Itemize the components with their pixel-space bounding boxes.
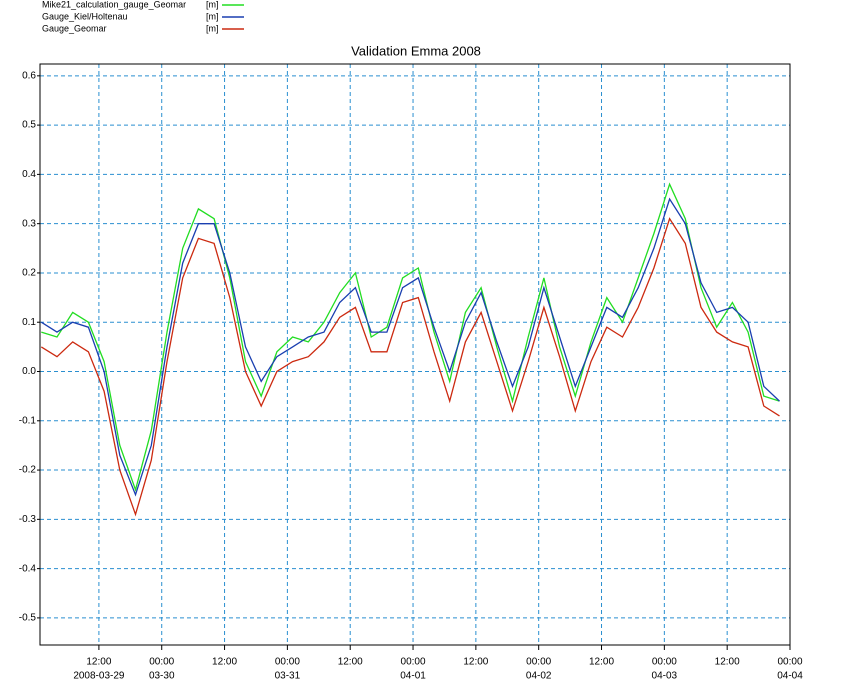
y-tick-label: 0.6 [22, 70, 36, 81]
x-tick-label: 04-03 [652, 671, 678, 682]
x-tick-label: 04-04 [777, 671, 803, 682]
legend-label: Gauge_Kiel/Holtenau [42, 11, 128, 21]
y-tick-label: -0.1 [19, 415, 37, 426]
x-tick-label: 00:00 [149, 657, 174, 668]
x-tick-label: 12:00 [589, 657, 614, 668]
y-tick-label: -0.5 [19, 613, 37, 624]
x-tick-label: 12:00 [338, 657, 363, 668]
y-tick-label: -0.2 [19, 465, 37, 476]
x-tick-label: 03-30 [149, 671, 175, 682]
y-tick-label: 0.1 [22, 317, 36, 328]
y-tick-label: -0.4 [19, 563, 37, 574]
chart-title: Validation Emma 2008 [351, 43, 481, 58]
x-tick-label: 00:00 [652, 657, 677, 668]
legend-unit: [m] [206, 11, 219, 21]
y-tick-label: 0.5 [22, 120, 36, 131]
legend-unit: [m] [206, 0, 219, 9]
legend-unit: [m] [206, 23, 219, 33]
y-tick-label: 0.3 [22, 218, 36, 229]
x-tick-label: 12:00 [715, 657, 740, 668]
y-tick-label: -0.3 [19, 514, 37, 525]
x-tick-label: 00:00 [401, 657, 426, 668]
x-tick-label: 12:00 [86, 657, 111, 668]
y-tick-label: 0.0 [22, 366, 36, 377]
x-tick-label: 2008-03-29 [73, 671, 125, 682]
series-line [40, 217, 780, 517]
series-line [40, 197, 780, 497]
x-tick-label: 00:00 [275, 657, 300, 668]
x-tick-label: 00:00 [777, 657, 802, 668]
x-tick-label: 03-31 [275, 671, 301, 682]
y-tick-label: 0.4 [22, 169, 36, 180]
series-line [41, 182, 780, 492]
legend-label: Gauge_Geomar [42, 23, 107, 33]
x-tick-label: 04-02 [526, 671, 552, 682]
x-tick-label: 12:00 [463, 657, 488, 668]
legend: Mike21_calculation_gauge_Geomar [m] Gauge_… [42, 0, 244, 33]
x-tick-label: 12:00 [212, 657, 237, 668]
y-tick-label: 0.2 [22, 268, 36, 279]
legend-label: Mike21_calculation_gauge_Geomar [42, 0, 186, 9]
plot-frame [39, 63, 791, 646]
x-tick-label: 00:00 [526, 657, 551, 668]
x-tick-label: 04-01 [400, 671, 426, 682]
